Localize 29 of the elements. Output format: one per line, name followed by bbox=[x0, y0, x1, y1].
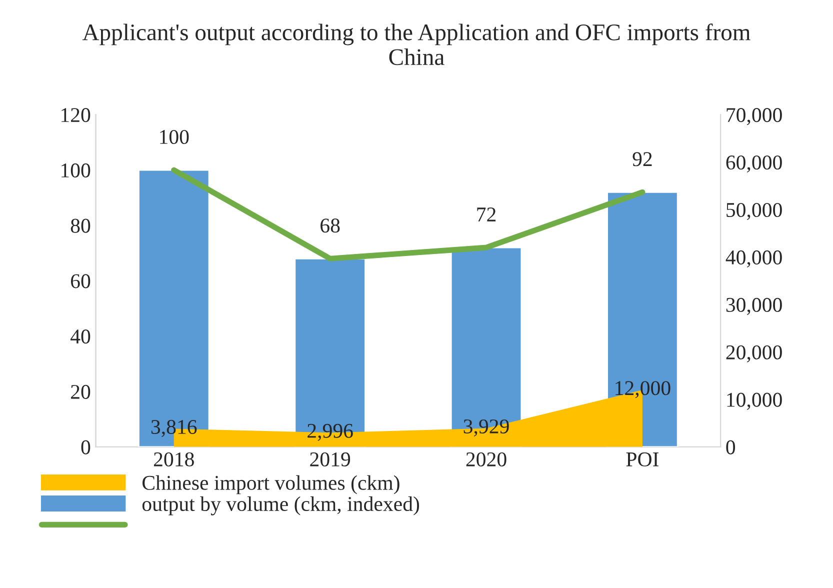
x-tick-label: 2020 bbox=[466, 452, 506, 466]
data-label: 3,816 bbox=[151, 420, 197, 437]
data-label: 92 bbox=[632, 152, 652, 166]
y-tick-label: 60 bbox=[70, 274, 90, 288]
y2-tick-label: 30,000 bbox=[726, 298, 782, 315]
legend-label: output by volume (ckm, indexed) bbox=[142, 496, 420, 516]
bar bbox=[138, 169, 210, 447]
y-tick-label: 120 bbox=[62, 108, 90, 122]
data-label: 100 bbox=[160, 130, 189, 144]
x-tick-label: 2018 bbox=[154, 452, 194, 466]
x-tick-label: POI bbox=[626, 452, 659, 466]
y2-tick-label: 10,000 bbox=[727, 392, 782, 410]
y2-tick-label: 50,000 bbox=[726, 202, 782, 220]
data-label: 12,000 bbox=[616, 381, 670, 398]
y-tick-label: 0 bbox=[81, 440, 90, 454]
chart-title: Applicant's output according to the Application and OFC imports from China bbox=[82, 24, 750, 66]
y-tick-label: 80 bbox=[70, 218, 90, 233]
y2-tick-label: 60,000 bbox=[726, 155, 782, 173]
y-tick-label: 20 bbox=[71, 384, 90, 399]
y2-tick-label: 70,000 bbox=[726, 108, 782, 126]
y-tick-label: 100 bbox=[62, 163, 90, 178]
y-tick-label: 40 bbox=[70, 330, 90, 344]
data-label: 68 bbox=[320, 218, 340, 233]
y2-tick-label: 40,000 bbox=[726, 250, 782, 268]
x-tick-label: 2019 bbox=[310, 452, 350, 466]
data-label: 72 bbox=[477, 208, 496, 222]
y2-tick-label: 20,000 bbox=[726, 345, 782, 362]
legend-label: Chinese import volumes (ckm) bbox=[142, 475, 400, 494]
y2-tick-label: 0 bbox=[726, 440, 736, 454]
